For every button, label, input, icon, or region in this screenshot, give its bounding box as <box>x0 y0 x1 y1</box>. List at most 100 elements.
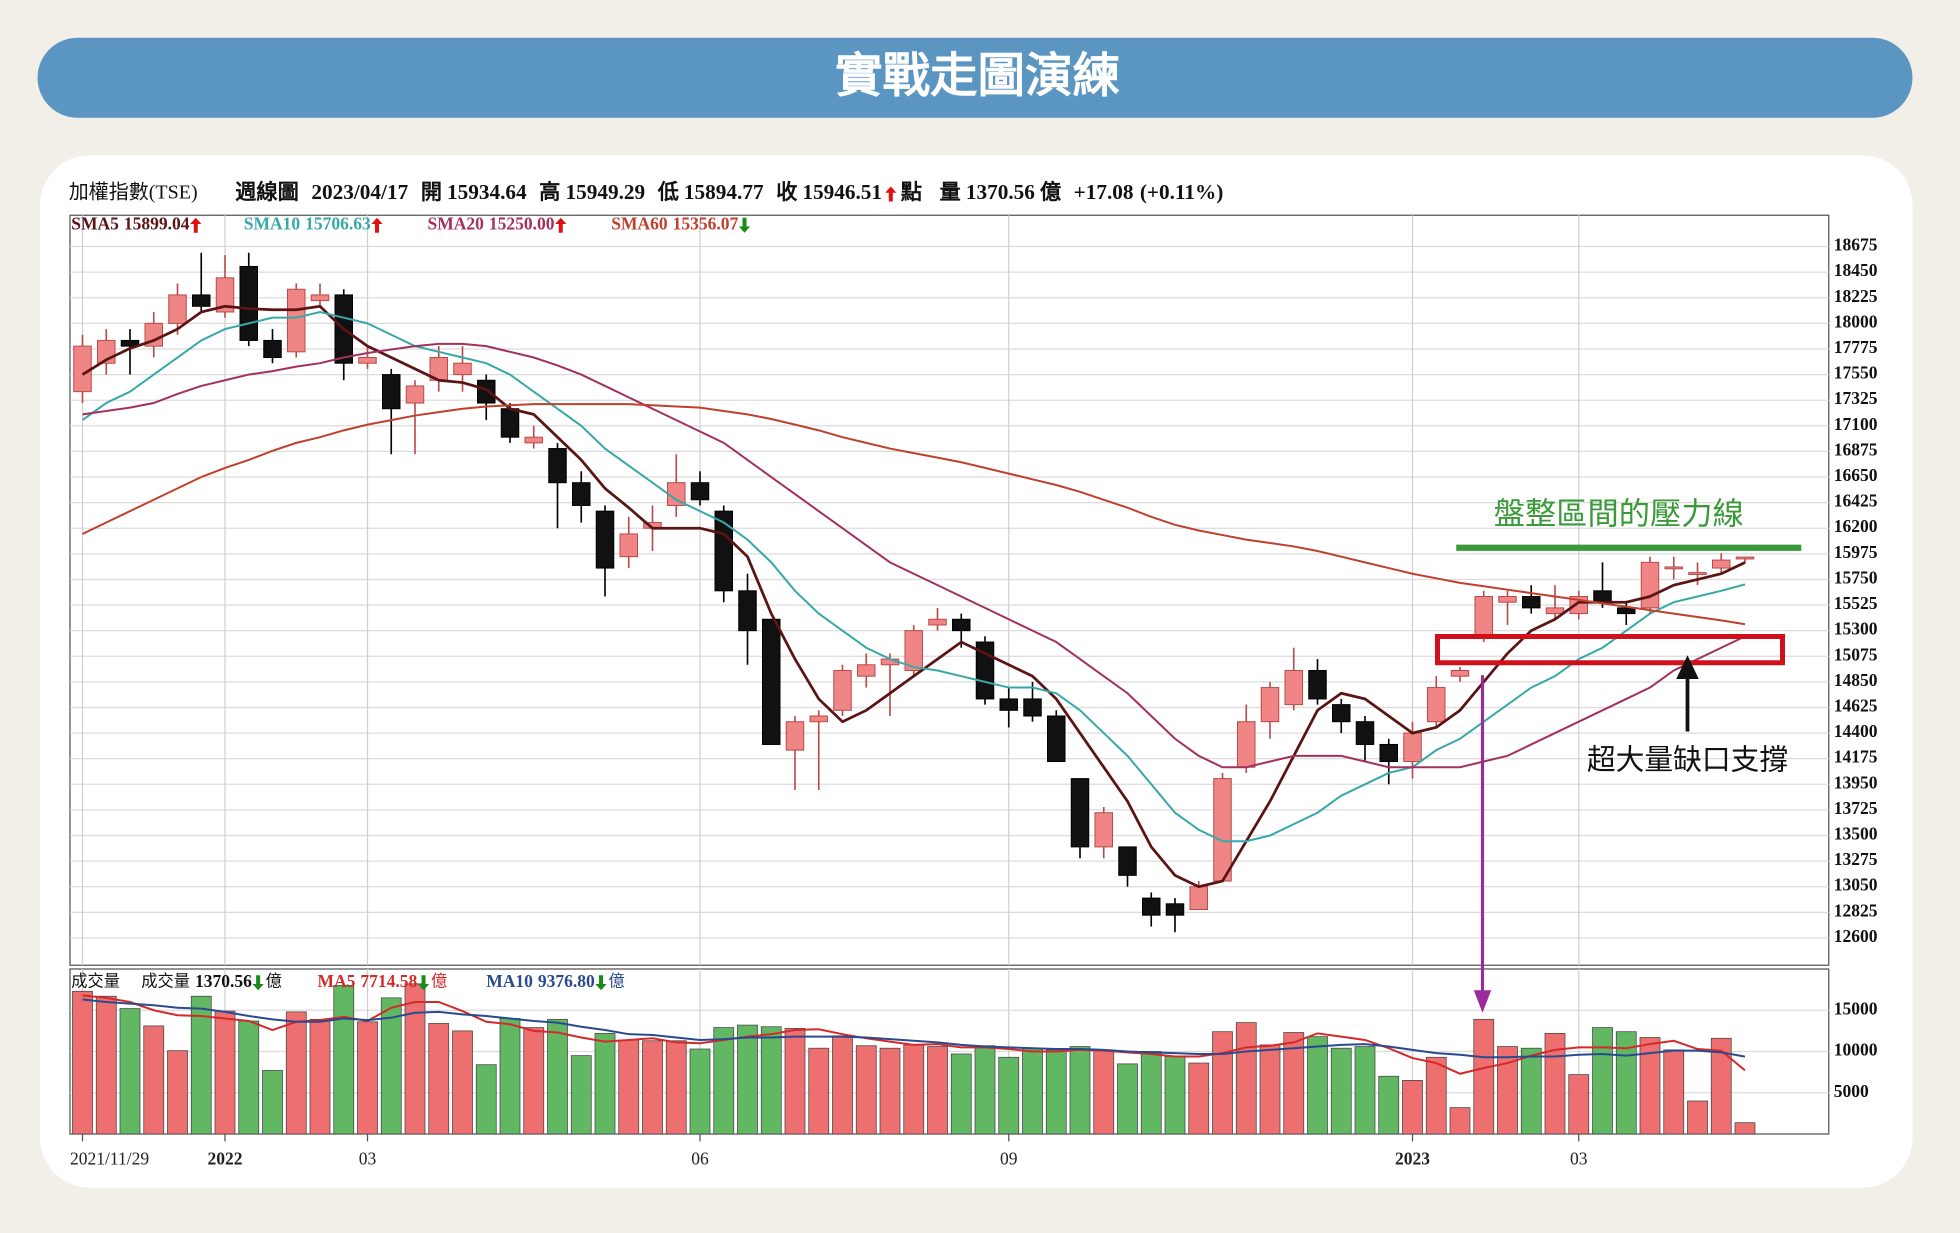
volume-bar <box>594 1032 616 1135</box>
legend-unit: 億 <box>609 972 625 990</box>
volume-bar <box>1473 1018 1495 1135</box>
legend-name: SMA10 <box>244 213 301 233</box>
volume-bar <box>1093 1049 1115 1135</box>
candle-body <box>1664 566 1683 570</box>
volume-bar <box>618 1039 640 1135</box>
candle-body <box>548 448 567 484</box>
volume-bar <box>357 1021 378 1135</box>
x-tick-label: 03 <box>359 1148 377 1168</box>
legend-value: 9376.80 <box>538 971 595 991</box>
candle-body <box>928 618 947 626</box>
volume-bar <box>428 1023 450 1135</box>
legend-name: 成交量 <box>141 972 190 990</box>
y-tick-label: 14850 <box>1834 670 1878 690</box>
candle-body <box>1213 778 1232 882</box>
legend-value: 1370.56 <box>195 971 252 991</box>
volume-bar <box>760 1026 782 1135</box>
candle-body <box>952 618 971 632</box>
candle-body <box>215 277 235 313</box>
candle-body <box>1427 687 1446 723</box>
trend-arrow <box>738 217 751 233</box>
candle-body <box>595 510 615 569</box>
volume-bar <box>309 1018 331 1135</box>
trend-arrow <box>252 975 264 991</box>
y-tick-label: 18675 <box>1834 235 1878 255</box>
support-arrow-head <box>1676 655 1699 679</box>
legend-name: SMA60 <box>611 213 668 233</box>
volume-bar <box>1045 1049 1067 1135</box>
volume-bar <box>475 1064 497 1135</box>
ma-line <box>82 342 1746 769</box>
volume-bar <box>879 1047 901 1135</box>
y-tick-label: 17550 <box>1834 363 1878 383</box>
volume-bar <box>95 995 117 1135</box>
x-tick-label: 09 <box>1000 1148 1018 1168</box>
volume-bar <box>1497 1046 1518 1135</box>
trend-arrow <box>555 217 567 233</box>
volume-bar <box>380 997 402 1135</box>
volume-bar <box>1687 1100 1708 1135</box>
volume-bar <box>1140 1051 1162 1135</box>
volume-bar <box>1330 1047 1352 1135</box>
open-value: 15934.64 <box>447 180 527 204</box>
candle-body <box>120 339 140 347</box>
trend-arrow <box>417 975 430 991</box>
volume-label: 量 <box>940 180 961 204</box>
volume-bar <box>737 1024 758 1135</box>
y-tick-label: 13950 <box>1834 772 1878 792</box>
y-tick-label: 12600 <box>1834 926 1878 946</box>
candle-body <box>73 345 92 393</box>
volume-bar <box>499 1018 521 1135</box>
change: +17.08 <box>1074 180 1134 204</box>
low-label: 低 <box>657 180 679 204</box>
candle-body <box>762 618 781 745</box>
volume-bar <box>1378 1075 1400 1135</box>
volume-bar <box>1592 1027 1613 1135</box>
candle-body <box>1047 715 1066 763</box>
legend-name: MA5 <box>318 971 356 991</box>
volume-bar <box>903 1044 925 1135</box>
y-tick-label: 13725 <box>1834 798 1878 818</box>
candle-body <box>809 715 828 723</box>
volume-bar <box>1568 1074 1590 1135</box>
candle-body <box>1545 607 1565 615</box>
x-tick-label: 03 <box>1570 1148 1588 1168</box>
volume-bar <box>1615 1031 1637 1135</box>
candle-body <box>1450 669 1470 677</box>
y-tick-label: 15525 <box>1834 593 1878 613</box>
volume-bar <box>784 1028 806 1135</box>
candle-body <box>619 533 638 558</box>
volume-bar <box>1639 1037 1661 1135</box>
candle-body <box>239 265 258 341</box>
legend-value: 7714.58 <box>360 971 417 991</box>
candle-body <box>310 294 330 302</box>
volume-bar <box>238 1020 260 1135</box>
candle-body <box>477 379 496 404</box>
y-tick-label: 18450 <box>1834 260 1878 280</box>
y-tick-label: 16425 <box>1834 491 1878 511</box>
volume-bar <box>1164 1056 1186 1135</box>
volume-bar <box>927 1046 948 1135</box>
volume-bar <box>523 1027 545 1135</box>
trend-arrow <box>190 217 202 233</box>
unit: 點 <box>901 180 922 204</box>
volume-bar <box>689 1048 711 1135</box>
candle-body <box>1379 743 1398 763</box>
candle-body <box>1355 721 1375 745</box>
candle-body <box>785 721 805 751</box>
candle-body <box>287 288 306 353</box>
close-value: 15946.51 <box>802 180 882 204</box>
y-tick-label: 5000 <box>1834 1081 1869 1101</box>
y-tick-label: 14400 <box>1834 721 1878 741</box>
volume-bar <box>570 1055 592 1135</box>
x-tick-label: 06 <box>691 1148 709 1168</box>
volume-bar <box>1283 1032 1305 1135</box>
candle-body <box>1498 596 1517 603</box>
candle-body <box>1284 669 1303 706</box>
candle-body <box>1237 721 1256 768</box>
volume-bar <box>452 1030 473 1135</box>
x-tick-label: 2021/11/29 <box>70 1148 149 1168</box>
low-value: 15894.77 <box>684 180 764 204</box>
candle-body <box>572 482 591 506</box>
